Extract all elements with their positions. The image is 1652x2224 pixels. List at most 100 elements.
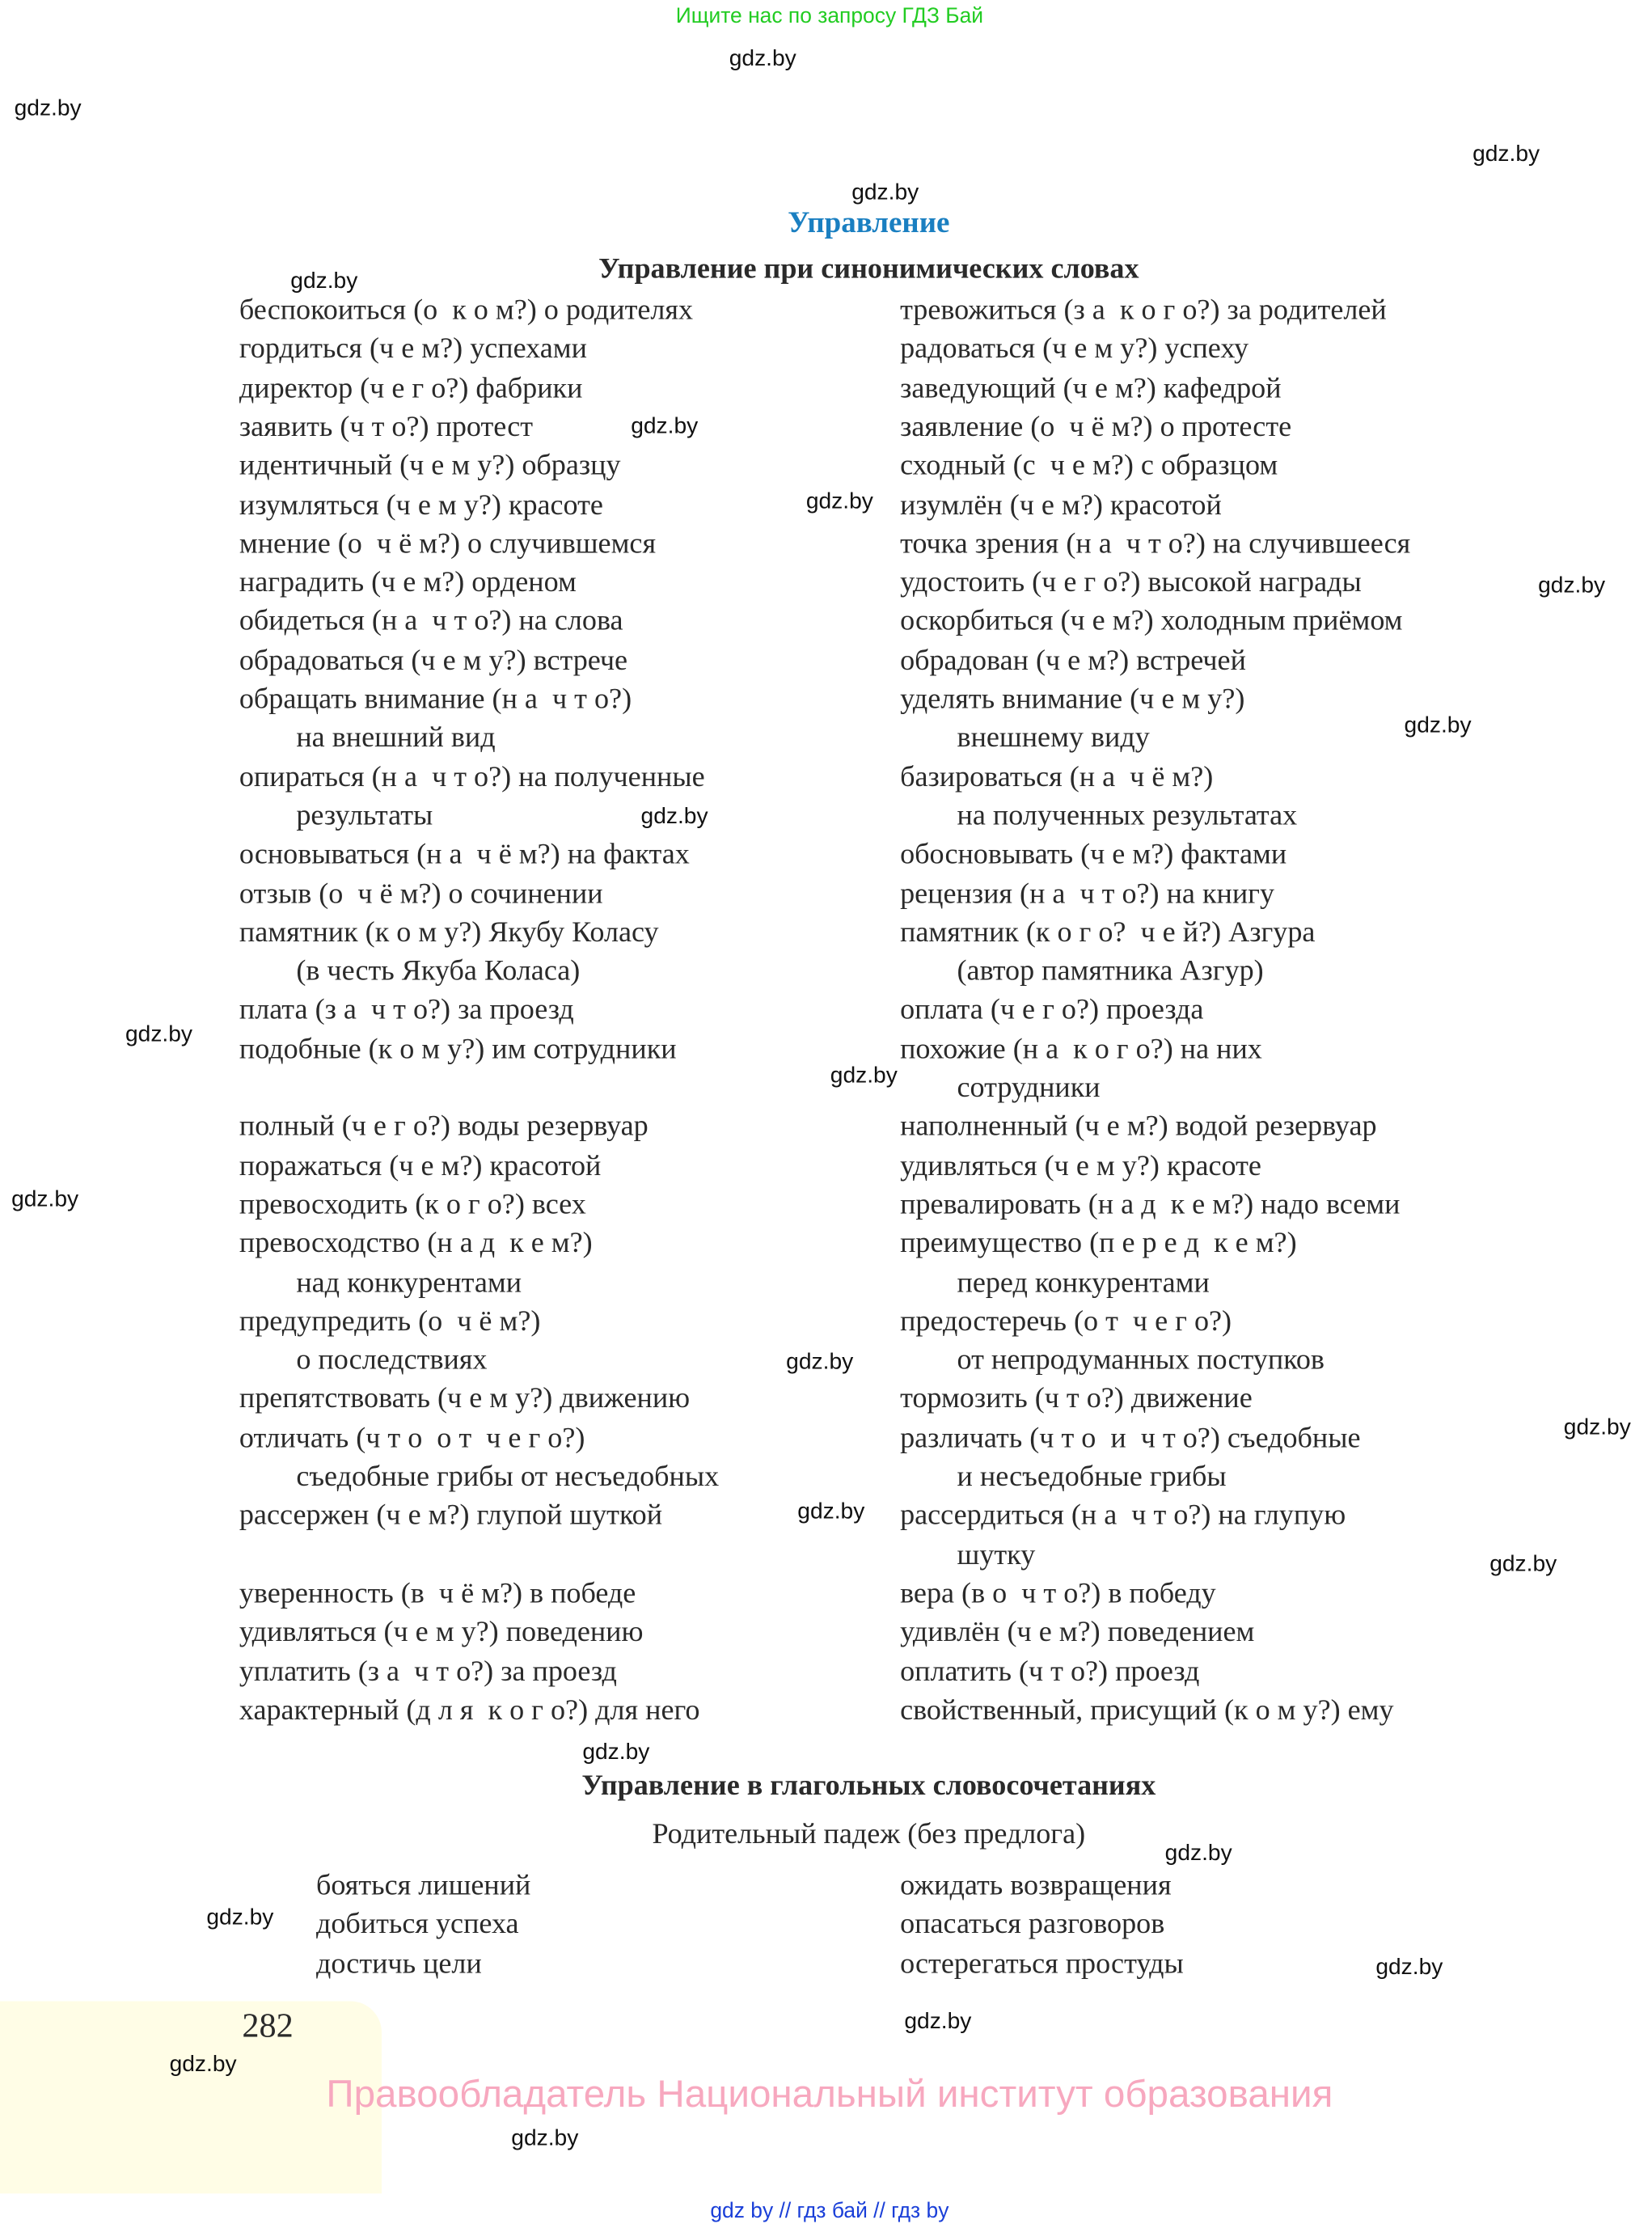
watermark-text: gdz.by — [729, 47, 796, 72]
right-entry: оскорбиться (ч е м?) холодным приёмом — [900, 606, 1403, 637]
watermark-text: gdz.by — [631, 414, 699, 439]
watermark-text: gdz.by — [1489, 1552, 1557, 1577]
footer-links[interactable]: gdz by // гдз бай // гдз by — [710, 2199, 949, 2224]
watermark-text: gdz.by — [1375, 1956, 1443, 1981]
left-entry: гордиться (ч е м?) успехами — [239, 333, 587, 366]
right-entry: перед конкурентами — [957, 1266, 1210, 1299]
right-entry: уделять внимание (ч е м у?) — [900, 683, 1245, 716]
right-entry: свойственный, присущий (к о м у?) ему — [900, 1694, 1394, 1727]
right-entry: (автор памятника Азгур) — [957, 955, 1264, 987]
left-entry: на внешний вид — [296, 722, 496, 755]
right-entry: от непродуманных поступков — [957, 1344, 1325, 1376]
left-entry: обращать внимание (н а ч т о?) — [239, 683, 632, 716]
left-entry: удивляться (ч е м у?) поведению — [239, 1617, 644, 1649]
right-entry: остерегаться простуды — [900, 1947, 1184, 1980]
right-entry: рецензия (н а ч т о?) на книгу — [900, 877, 1275, 910]
right-entry: на полученных результатах — [957, 800, 1298, 832]
watermark-text: gdz.by — [640, 805, 708, 830]
right-entry: преимущество (п е р е д к е м?) — [900, 1228, 1297, 1260]
right-entry: памятник (к о г о? ч е й?) Азгура — [900, 916, 1316, 949]
right-entry: внешнему виду — [957, 722, 1150, 755]
left-entry: превосходить (к о г о?) всех — [239, 1189, 586, 1221]
watermark-text: gdz.by — [582, 1740, 650, 1765]
left-entry: добиться успеха — [315, 1909, 519, 1941]
watermark-text: gdz.by — [797, 1499, 865, 1524]
watermark-text: gdz.by — [1538, 573, 1606, 598]
right-entry: похожие (н а к о г о?) на них — [900, 1034, 1262, 1065]
right-entry: заведующий (ч е м?) кафедрой — [900, 372, 1282, 404]
left-entry: над конкурентами — [296, 1266, 522, 1299]
right-entry: различать (ч т о и ч т о?) съедобные — [900, 1422, 1361, 1454]
right-entry: тревожиться (з а к о г о?) за родителей — [900, 294, 1387, 327]
watermark-text: gdz.by — [1404, 713, 1472, 738]
right-entry: оплатить (ч т о?) проезд — [900, 1655, 1200, 1688]
watermark-text: gdz.by — [11, 1187, 79, 1212]
left-entry: бояться лишений — [315, 1870, 531, 1902]
right-entry: сотрудники — [957, 1072, 1101, 1104]
left-entry: подобные (к о м у?) им сотрудники — [239, 1034, 677, 1065]
watermark-text: gdz.by — [830, 1063, 898, 1089]
watermark-text: gdz.by — [805, 489, 873, 514]
right-entry: предостеречь (о т ч е г о?) — [900, 1305, 1232, 1338]
page-title: Управление — [788, 205, 950, 239]
left-entry: уплатить (з а ч т о?) за проезд — [239, 1655, 617, 1688]
right-entry: радоваться (ч е м у?) успеху — [900, 333, 1249, 366]
right-entry: наполненный (ч е м?) водой резервуар — [900, 1111, 1377, 1144]
left-entry: поражаться (ч е м?) красотой — [239, 1150, 602, 1182]
right-entry: и несъедобные грибы — [957, 1461, 1227, 1493]
page-number: 282 — [242, 2008, 294, 2046]
subheading-genitive: Родительный падеж (без предлога) — [652, 1819, 1086, 1850]
right-entry: заявление (о ч ё м?) о протесте — [900, 411, 1292, 443]
watermark-text: gdz.by — [851, 180, 919, 205]
right-entry: рассердиться (н а ч т о?) на глупую — [900, 1500, 1346, 1532]
right-entry: шутку — [957, 1539, 1036, 1571]
left-entry: съедобные грибы от несъедобных — [296, 1461, 720, 1493]
left-entry: препятствовать (ч е м у?) движению — [239, 1383, 691, 1415]
right-entry: изумлён (ч е м?) красотой — [900, 488, 1222, 521]
right-entry: опасаться разговоров — [900, 1909, 1165, 1941]
watermark-text: gdz.by — [1164, 1841, 1232, 1867]
top-note: Ищите нас по запросу ГДЗ Бай — [675, 4, 984, 29]
left-entry: изумляться (ч е м у?) красоте — [239, 488, 603, 521]
right-entry: обосновывать (ч е м?) фактами — [900, 839, 1287, 871]
left-entry: уверенность (в ч ё м?) в победе — [239, 1578, 636, 1609]
watermark-text: gdz.by — [1563, 1415, 1631, 1440]
right-entry: удостоить (ч е г о?) высокой награды — [900, 567, 1362, 598]
left-entry: памятник (к о м у?) Якубу Коласу — [239, 916, 659, 949]
right-entry: обрадован (ч е м?) встречей — [900, 645, 1246, 677]
watermark-text: gdz.by — [511, 2126, 579, 2151]
watermark-text: gdz.by — [290, 268, 358, 294]
left-entry: о последствиях — [296, 1344, 488, 1376]
watermark-text: gdz.by — [786, 1350, 854, 1375]
right-entry: сходный (с ч е м?) с образцом — [900, 450, 1278, 482]
left-entry: превосходство (н а д к е м?) — [239, 1228, 593, 1260]
left-entry: заявить (ч т о?) протест — [239, 411, 534, 443]
watermark-text: gdz.by — [14, 96, 82, 121]
watermark-text: gdz.by — [904, 2010, 972, 2034]
right-entry: точка зрения (н а ч т о?) на случившееся — [900, 528, 1411, 560]
left-entry: мнение (о ч ё м?) о случившемся — [239, 528, 657, 560]
watermark-text: gdz.by — [206, 1905, 274, 1930]
left-entry: обрадоваться (ч е м у?) встрече — [239, 645, 628, 677]
section-heading-synonyms: Управление при синонимических словах — [598, 253, 1139, 285]
left-entry: обидеться (н а ч т о?) на слова — [239, 606, 623, 637]
watermark-text: gdz.by — [1472, 142, 1540, 167]
left-entry: беспокоиться (о к о м?) о родителях — [239, 294, 694, 327]
watermark-text: gdz.by — [169, 2052, 237, 2077]
left-entry: полный (ч е г о?) воды резервуар — [239, 1111, 649, 1144]
left-entry: характерный (д л я к о г о?) для него — [239, 1694, 700, 1727]
left-entry: отзыв (о ч ё м?) о сочинении — [239, 877, 603, 910]
right-entry: оплата (ч е г о?) проезда — [900, 995, 1204, 1026]
left-entry: (в честь Якуба Коласа) — [296, 955, 581, 987]
right-entry: удивлён (ч е м?) поведением — [900, 1617, 1255, 1649]
right-entry: тормозить (ч т о?) движение — [900, 1383, 1253, 1415]
left-entry: отличать (ч т о о т ч е г о?) — [239, 1422, 585, 1454]
right-entry: превалировать (н а д к е м?) надо всеми — [900, 1189, 1401, 1221]
page-corner-background — [0, 2001, 382, 2194]
right-entry: вера (в о ч т о?) в победу — [900, 1578, 1216, 1609]
left-entry: наградить (ч е м?) орденом — [239, 567, 577, 598]
section-heading-verbs: Управление в глагольных словосочетаниях — [581, 1770, 1156, 1802]
left-entry: достичь цели — [315, 1947, 482, 1980]
rights-notice: Правообладатель Национальный институт об… — [326, 2072, 1333, 2116]
